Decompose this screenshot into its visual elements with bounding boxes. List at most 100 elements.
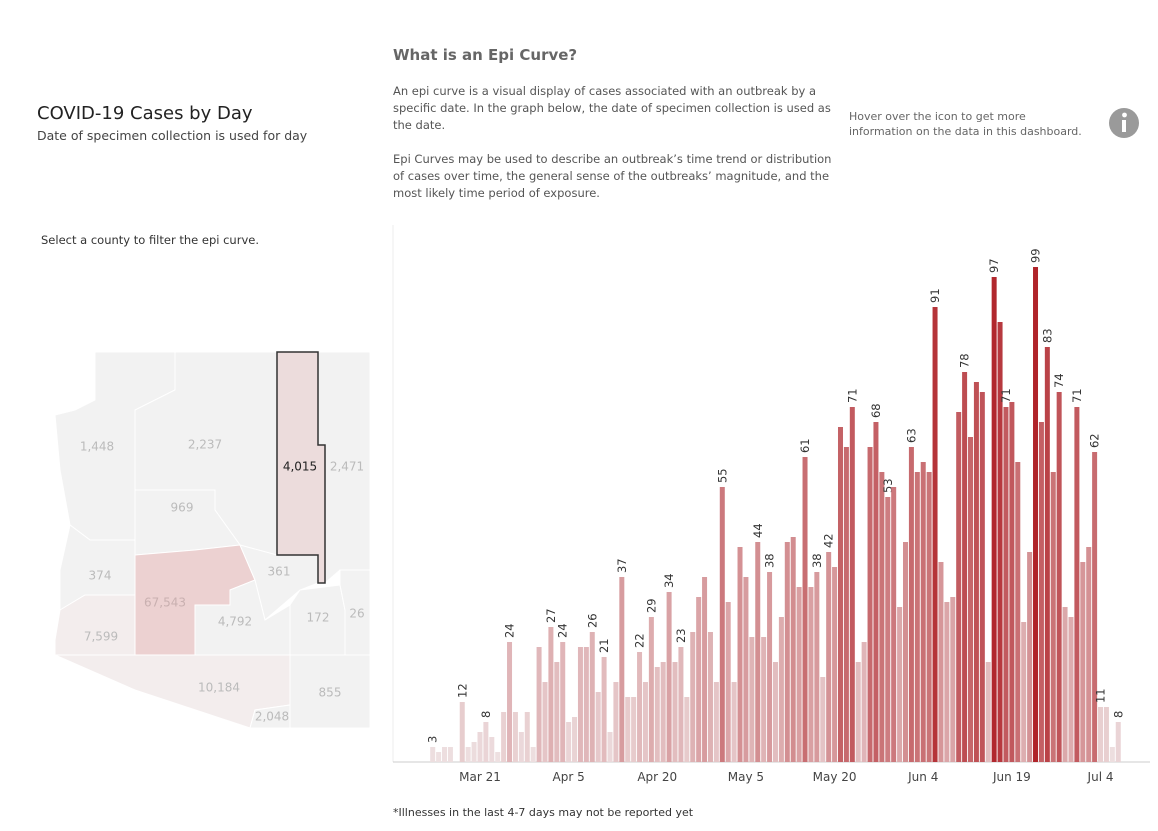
x-tick-label: May 20 <box>813 770 857 784</box>
value-label: 71 <box>999 388 1013 403</box>
county-label: 10,184 <box>198 681 240 695</box>
value-label: 12 <box>455 683 469 698</box>
value-label: 83 <box>1040 328 1054 343</box>
bar <box>459 702 465 762</box>
value-label: 55 <box>715 468 729 483</box>
bar <box>447 747 453 762</box>
bar <box>962 372 968 762</box>
bar <box>595 692 601 762</box>
county[interactable] <box>289 654 371 729</box>
value-label: 42 <box>822 533 836 548</box>
bar <box>784 542 790 762</box>
bar <box>1038 422 1044 762</box>
bar <box>696 597 702 762</box>
bar <box>719 487 725 762</box>
bar <box>731 682 737 762</box>
bar <box>855 662 861 762</box>
value-label: 61 <box>798 438 812 453</box>
bar <box>1074 407 1080 762</box>
bar <box>660 662 666 762</box>
bar <box>1021 622 1027 762</box>
x-tick-label: Jun 19 <box>992 770 1031 784</box>
bar <box>820 677 826 762</box>
bar <box>1044 347 1050 762</box>
bar <box>577 647 583 762</box>
x-tick-label: May 5 <box>728 770 764 784</box>
bar <box>666 592 672 762</box>
bar <box>1092 452 1098 762</box>
bar <box>678 647 684 762</box>
value-label: 74 <box>1052 373 1066 388</box>
bar <box>619 577 625 762</box>
bar <box>873 422 879 762</box>
bar <box>891 487 897 762</box>
bar <box>767 572 773 762</box>
bar <box>524 712 530 762</box>
county-label: 2,048 <box>255 710 289 724</box>
bar <box>477 732 483 762</box>
bar <box>1050 472 1056 762</box>
bar <box>1080 562 1086 762</box>
value-label: 23 <box>674 628 688 643</box>
bar <box>483 722 489 762</box>
x-tick-label: Mar 21 <box>459 770 501 784</box>
info-glyph[interactable] <box>1122 112 1127 118</box>
value-label: 63 <box>904 428 918 443</box>
value-label: 29 <box>644 598 658 613</box>
bar <box>944 602 950 762</box>
county-label: 969 <box>171 501 194 515</box>
bar <box>625 697 631 762</box>
county-selected[interactable] <box>276 351 326 584</box>
bar <box>778 617 784 762</box>
county-label: 4,792 <box>218 615 252 629</box>
bar <box>607 732 613 762</box>
bar <box>761 637 767 762</box>
bar <box>956 412 962 762</box>
bar <box>465 747 471 762</box>
value-label: 68 <box>869 403 883 418</box>
value-label: 3 <box>426 736 440 743</box>
bar <box>1098 707 1104 762</box>
bar <box>1086 547 1092 762</box>
bar <box>512 712 518 762</box>
bar <box>749 637 755 762</box>
bar <box>725 602 731 762</box>
bar <box>554 662 560 762</box>
value-label: 22 <box>633 633 647 648</box>
value-label: 8 <box>1111 711 1125 718</box>
bar <box>897 607 903 762</box>
about-heading: What is an Epi Curve? <box>393 46 578 64</box>
x-tick-label: Jun 4 <box>907 770 938 784</box>
bar <box>991 277 997 762</box>
bar <box>542 682 548 762</box>
bar <box>601 657 607 762</box>
bar <box>802 457 808 762</box>
bar <box>979 392 985 762</box>
county-label: 4,015 <box>283 460 317 474</box>
bar <box>843 447 849 762</box>
bar <box>589 632 595 762</box>
county-label: 361 <box>268 565 291 579</box>
bar <box>1027 552 1033 762</box>
county-label: 26 <box>349 607 364 621</box>
bar <box>914 472 920 762</box>
bar <box>790 537 796 762</box>
bar <box>826 552 832 762</box>
bar <box>501 712 507 762</box>
bar <box>772 662 778 762</box>
bar <box>536 647 542 762</box>
value-label: 11 <box>1094 688 1108 703</box>
value-label: 91 <box>928 288 942 303</box>
info-glyph[interactable] <box>1122 120 1126 132</box>
county-label: 2,471 <box>330 460 364 474</box>
map-instruction: Select a county to filter the epi curve. <box>41 233 259 247</box>
bar <box>442 747 448 762</box>
info-icon[interactable] <box>1109 108 1139 138</box>
bar <box>1062 607 1068 762</box>
county-label: 172 <box>307 611 330 625</box>
bar <box>920 462 926 762</box>
value-label: 44 <box>751 523 765 538</box>
bar <box>737 547 743 762</box>
value-label: 78 <box>958 353 972 368</box>
